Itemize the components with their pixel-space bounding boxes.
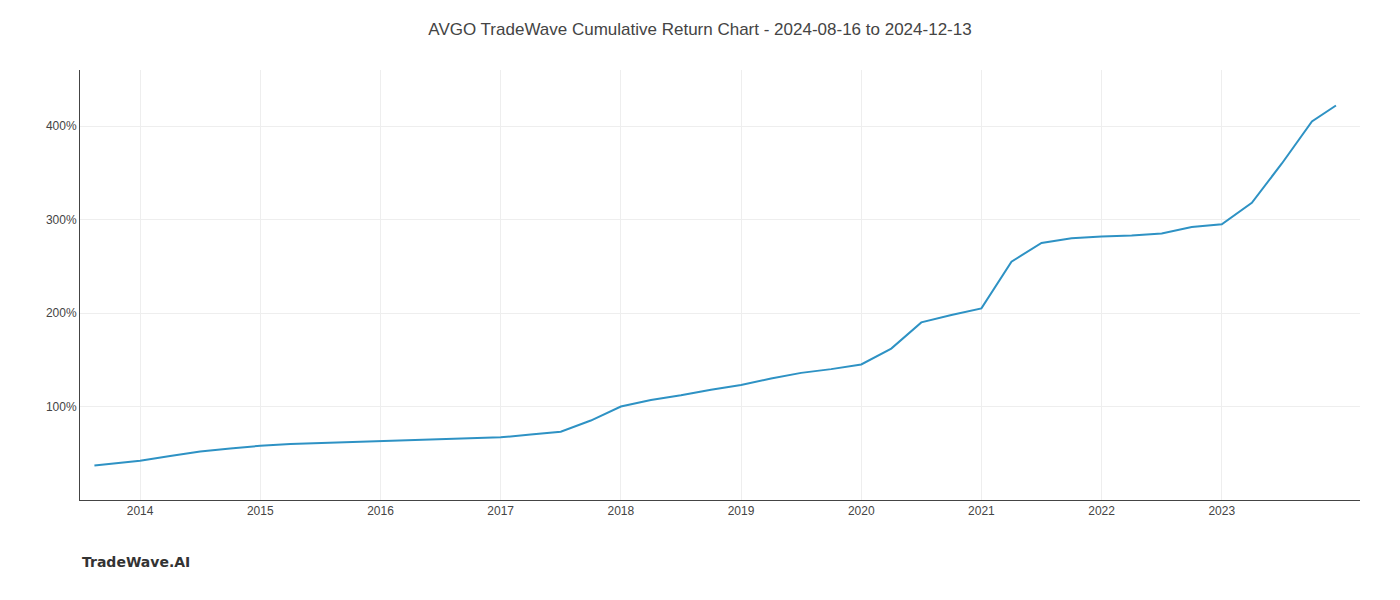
svg-text:2022: 2022 [1088,504,1115,518]
svg-text:2021: 2021 [968,504,995,518]
svg-text:2017: 2017 [487,504,514,518]
svg-text:2016: 2016 [367,504,394,518]
svg-text:400%: 400% [46,119,77,133]
svg-text:AVGO TradeWave Cumulative Retu: AVGO TradeWave Cumulative Return Chart -… [428,20,971,39]
svg-text:2023: 2023 [1208,504,1235,518]
svg-text:2014: 2014 [127,504,154,518]
svg-text:TradeWave.AI: TradeWave.AI [82,554,190,570]
svg-text:200%: 200% [46,306,77,320]
svg-text:2015: 2015 [247,504,274,518]
svg-text:2019: 2019 [728,504,755,518]
svg-text:2020: 2020 [848,504,875,518]
svg-text:300%: 300% [46,213,77,227]
svg-text:100%: 100% [46,400,77,414]
svg-text:2018: 2018 [607,504,634,518]
